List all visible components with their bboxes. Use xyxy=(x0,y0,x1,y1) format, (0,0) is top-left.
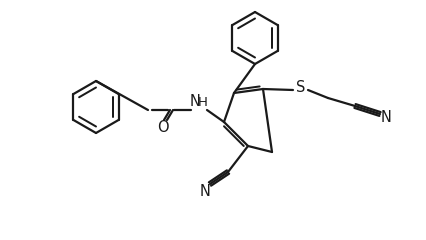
Text: S: S xyxy=(296,80,306,96)
Text: N: N xyxy=(380,109,391,125)
Text: N: N xyxy=(190,95,201,109)
Text: O: O xyxy=(157,120,169,136)
Text: N: N xyxy=(199,184,210,198)
Text: H: H xyxy=(198,96,208,108)
